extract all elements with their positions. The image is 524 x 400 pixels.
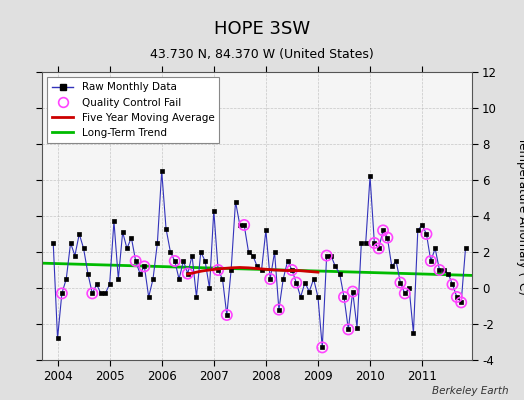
Point bbox=[449, 281, 457, 288]
Point bbox=[292, 279, 300, 286]
Point bbox=[427, 258, 435, 264]
Text: 43.730 N, 84.370 W (United States): 43.730 N, 84.370 W (United States) bbox=[150, 48, 374, 61]
Point bbox=[266, 276, 275, 282]
Point bbox=[214, 267, 222, 273]
Point bbox=[223, 312, 231, 318]
Point bbox=[275, 306, 283, 313]
Point bbox=[132, 258, 140, 264]
Point bbox=[400, 290, 409, 297]
Point bbox=[383, 234, 391, 241]
Point bbox=[240, 222, 248, 228]
Legend: Raw Monthly Data, Quality Control Fail, Five Year Moving Average, Long-Term Tren: Raw Monthly Data, Quality Control Fail, … bbox=[47, 77, 220, 143]
Point bbox=[318, 344, 326, 350]
Point bbox=[170, 258, 179, 264]
Point bbox=[453, 294, 461, 300]
Point bbox=[88, 290, 96, 297]
Point bbox=[322, 252, 331, 259]
Point bbox=[183, 270, 192, 277]
Point bbox=[344, 326, 353, 333]
Point bbox=[379, 227, 387, 234]
Point bbox=[396, 279, 405, 286]
Point bbox=[375, 245, 383, 252]
Y-axis label: Temperature Anomaly (°C): Temperature Anomaly (°C) bbox=[517, 137, 524, 295]
Text: HOPE 3SW: HOPE 3SW bbox=[214, 20, 310, 38]
Point bbox=[288, 267, 296, 273]
Point bbox=[340, 294, 348, 300]
Point bbox=[140, 263, 149, 270]
Point bbox=[435, 267, 444, 273]
Point bbox=[422, 231, 431, 237]
Text: Berkeley Earth: Berkeley Earth bbox=[432, 386, 508, 396]
Point bbox=[457, 299, 465, 306]
Point bbox=[370, 240, 378, 246]
Point bbox=[348, 288, 357, 295]
Point bbox=[58, 290, 66, 297]
